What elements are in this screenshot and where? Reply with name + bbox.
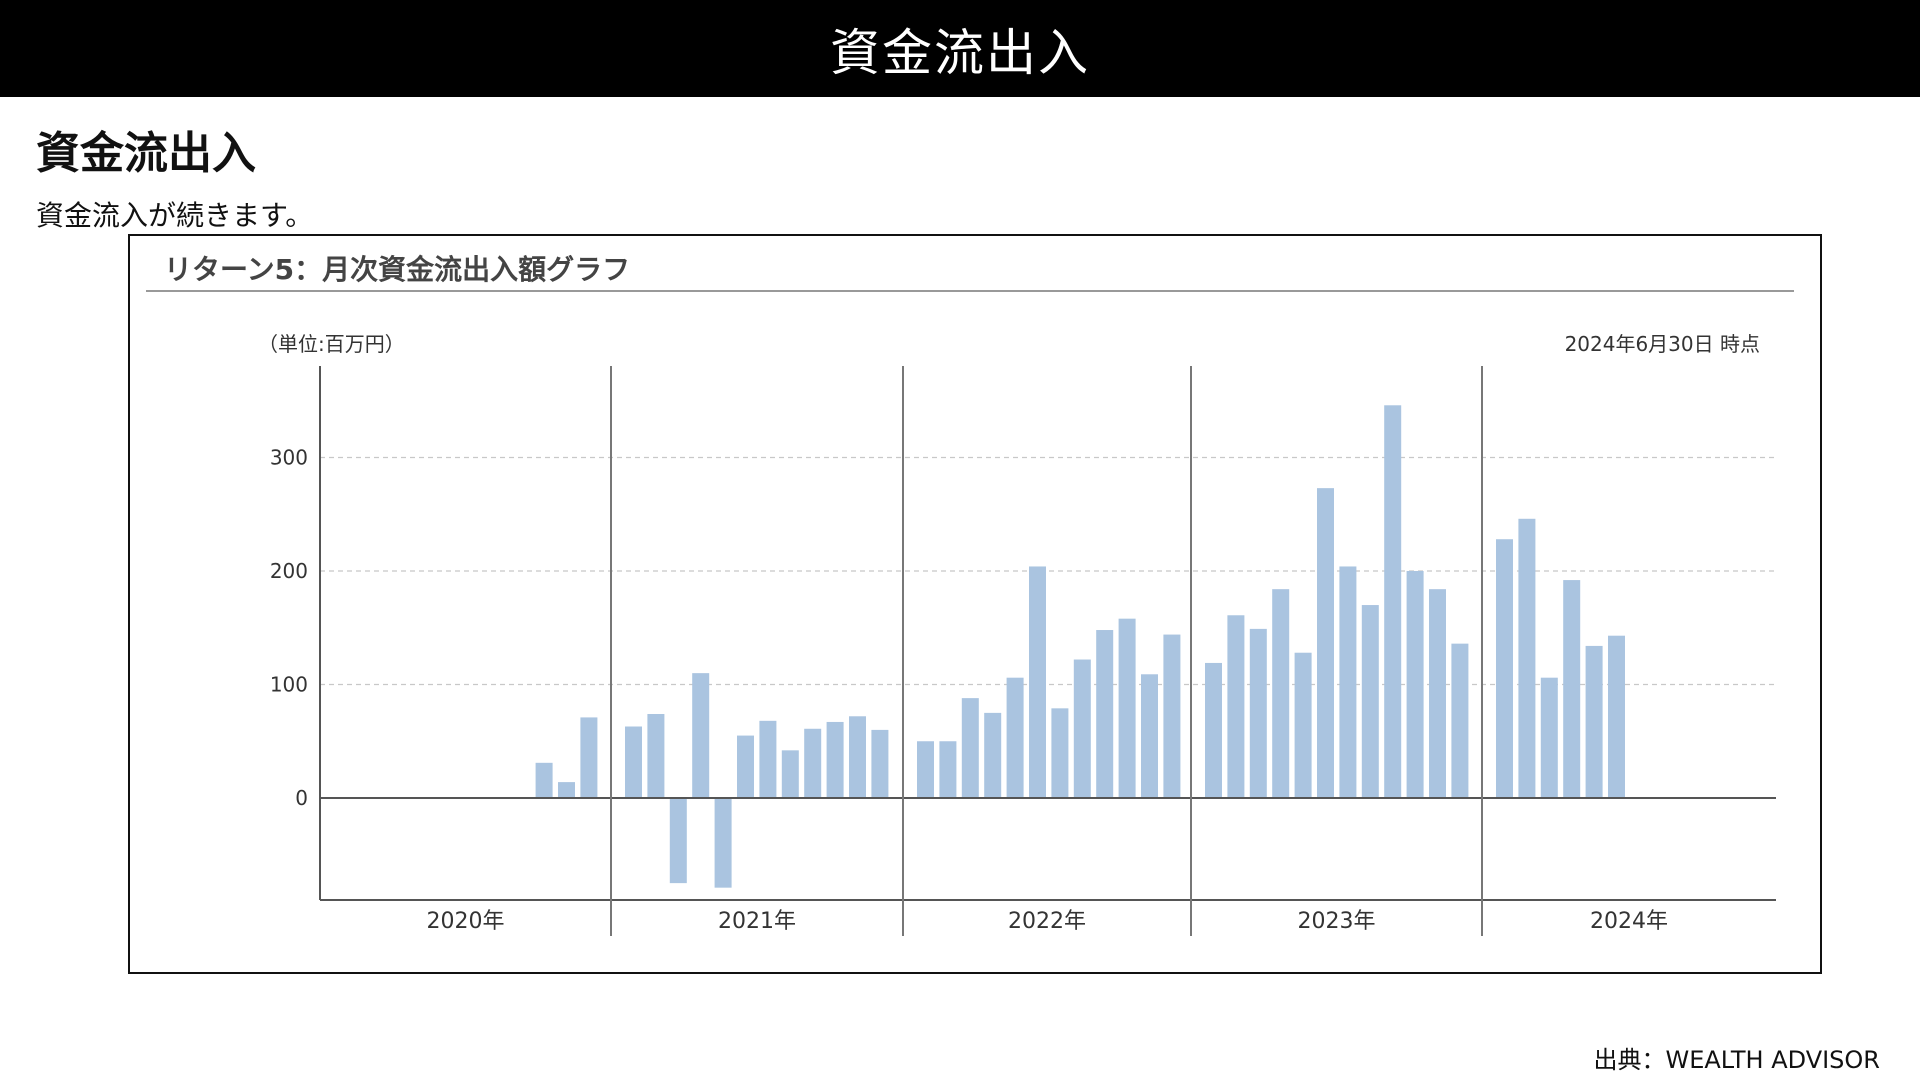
x-tick-label: 2020年 — [427, 909, 505, 934]
bar — [871, 729, 889, 798]
bar — [759, 720, 777, 798]
bar — [939, 741, 957, 798]
bar — [1384, 405, 1402, 798]
x-tick-label: 2021年 — [718, 909, 796, 934]
bar — [1406, 571, 1424, 798]
bar — [1006, 677, 1024, 798]
bar — [1073, 659, 1091, 798]
bar — [625, 726, 642, 798]
source-credit: 出典：WEALTH ADVISOR — [1593, 1046, 1881, 1074]
bar — [1339, 566, 1357, 798]
bar — [1141, 674, 1158, 798]
bar — [692, 673, 710, 798]
bar — [535, 762, 553, 798]
bar — [804, 728, 822, 798]
bar — [1518, 518, 1536, 798]
unit-label: （単位:百万円） — [258, 332, 405, 356]
bar — [1361, 605, 1379, 798]
chart-title: リターン5：月次資金流出入額グラフ — [164, 253, 631, 286]
bar — [961, 698, 979, 798]
bar — [1540, 677, 1558, 798]
bar — [849, 716, 866, 798]
bar-chart: 0 100 200 300 2020年 2021年 2022年 2023年 2024年 — [270, 366, 1776, 936]
bar — [580, 717, 598, 798]
y-tick-label: 100 — [270, 673, 308, 697]
bar — [1249, 628, 1267, 798]
header-bar: 資金流出入 — [0, 0, 1920, 97]
x-tick-label: 2022年 — [1008, 909, 1086, 934]
bar — [714, 798, 732, 888]
bar — [1608, 635, 1625, 798]
bar — [1096, 630, 1114, 798]
bar — [1051, 708, 1069, 798]
bar — [1294, 652, 1312, 798]
y-tick-label: 300 — [270, 446, 308, 470]
bar — [1451, 643, 1469, 798]
bar — [1563, 580, 1581, 798]
bar — [1317, 488, 1334, 798]
bar — [1118, 618, 1136, 798]
x-tick-label: 2024年 — [1590, 909, 1668, 934]
bar — [1163, 634, 1181, 798]
bar — [737, 735, 754, 798]
bar — [1227, 615, 1245, 798]
header-title: 資金流出入 — [830, 23, 1090, 82]
bar — [1205, 662, 1222, 798]
bar — [1585, 645, 1603, 798]
bar — [1429, 589, 1446, 798]
bar — [1029, 566, 1046, 798]
bar — [669, 798, 687, 884]
bar — [917, 741, 934, 798]
bar — [1496, 539, 1513, 798]
bar — [781, 750, 799, 798]
y-tick-label: 0 — [295, 786, 308, 810]
section-title: 資金流出入 — [36, 128, 256, 179]
chart-title-divider — [146, 290, 1794, 292]
bar — [1272, 589, 1290, 798]
chart-panel: リターン5：月次資金流出入額グラフ （単位:百万円） 2024年6月30日 時点… — [128, 234, 1822, 974]
bar — [826, 721, 844, 798]
y-tick-label: 200 — [270, 559, 308, 583]
bar — [558, 782, 575, 798]
section-subtitle: 資金流入が続きます。 — [36, 199, 314, 232]
bar — [647, 714, 665, 798]
bar — [984, 712, 1002, 798]
x-tick-label: 2023年 — [1298, 909, 1376, 934]
as-of-label: 2024年6月30日 時点 — [1564, 332, 1760, 356]
